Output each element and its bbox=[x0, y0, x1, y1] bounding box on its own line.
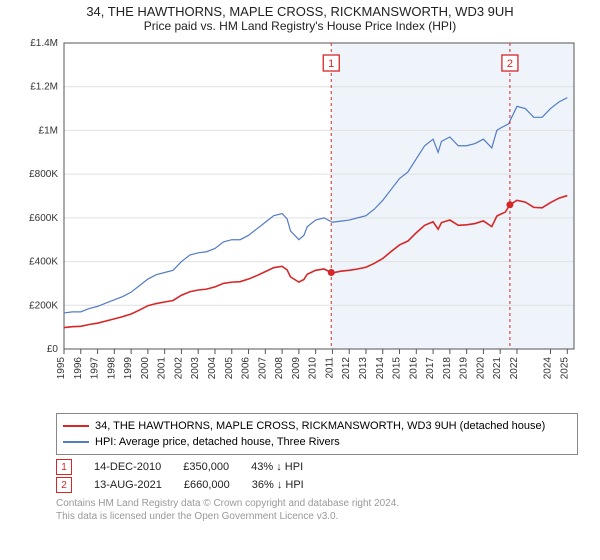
svg-text:2020: 2020 bbox=[475, 357, 486, 380]
svg-text:£1M: £1M bbox=[39, 125, 58, 136]
marker-date-2: 13-AUG-2021 bbox=[94, 479, 162, 491]
svg-text:£400K: £400K bbox=[29, 257, 58, 268]
svg-text:2009: 2009 bbox=[291, 357, 302, 380]
svg-text:2021: 2021 bbox=[492, 357, 503, 380]
svg-text:2000: 2000 bbox=[140, 357, 151, 380]
legend-label-1: 34, THE HAWTHORNS, MAPLE CROSS, RICKMANS… bbox=[95, 418, 545, 434]
svg-text:1998: 1998 bbox=[106, 357, 117, 380]
chart-subtitle: Price paid vs. HM Land Registry's House … bbox=[8, 19, 592, 33]
marker-price-2: £660,000 bbox=[184, 479, 230, 491]
svg-text:2006: 2006 bbox=[241, 357, 252, 380]
svg-text:2010: 2010 bbox=[308, 357, 319, 380]
svg-text:2004: 2004 bbox=[207, 357, 218, 380]
svg-text:2024: 2024 bbox=[543, 357, 554, 380]
svg-text:2015: 2015 bbox=[392, 357, 403, 380]
price-chart: £0 £200K £400K £600K £800K £1M £1.2M £1.4M 1995 1… bbox=[16, 37, 578, 407]
legend-item-2: HPI: Average price, detached house, Thre… bbox=[63, 434, 571, 450]
svg-text:£0: £0 bbox=[47, 344, 59, 355]
legend: 34, THE HAWTHORNS, MAPLE CROSS, RICKMANS… bbox=[56, 413, 578, 455]
svg-text:2014: 2014 bbox=[375, 357, 386, 380]
svg-text:2022: 2022 bbox=[509, 357, 520, 380]
svg-text:£1.4M: £1.4M bbox=[30, 38, 58, 49]
svg-text:2003: 2003 bbox=[190, 357, 201, 380]
marker-price-1: £350,000 bbox=[183, 461, 229, 473]
marker-delta-1: 43% ↓ HPI bbox=[251, 461, 303, 473]
svg-text:1: 1 bbox=[328, 58, 334, 70]
svg-text:2011: 2011 bbox=[324, 357, 335, 379]
svg-text:£800K: £800K bbox=[29, 169, 58, 180]
marker-row-2: 2 13-AUG-2021 £660,000 36% ↓ HPI bbox=[56, 477, 578, 493]
svg-text:2: 2 bbox=[507, 58, 513, 70]
svg-text:2025: 2025 bbox=[559, 357, 570, 380]
svg-text:2016: 2016 bbox=[408, 357, 419, 380]
legend-label-2: HPI: Average price, detached house, Thre… bbox=[95, 434, 340, 450]
svg-text:2002: 2002 bbox=[173, 357, 184, 380]
svg-text:£1.2M: £1.2M bbox=[30, 82, 58, 93]
fine-print: Contains HM Land Registry data © Crown c… bbox=[56, 497, 578, 523]
chart-title: 34, THE HAWTHORNS, MAPLE CROSS, RICKMANS… bbox=[8, 4, 592, 19]
svg-text:1995: 1995 bbox=[56, 357, 67, 380]
svg-text:1997: 1997 bbox=[90, 357, 101, 380]
svg-text:£200K: £200K bbox=[29, 300, 58, 311]
svg-text:2019: 2019 bbox=[459, 357, 470, 380]
svg-text:2008: 2008 bbox=[274, 357, 285, 380]
svg-text:2005: 2005 bbox=[224, 357, 235, 380]
svg-text:£600K: £600K bbox=[29, 213, 58, 224]
svg-text:2001: 2001 bbox=[157, 357, 168, 380]
svg-text:2007: 2007 bbox=[257, 357, 268, 380]
marker-row-1: 1 14-DEC-2010 £350,000 43% ↓ HPI bbox=[56, 459, 578, 475]
svg-text:2018: 2018 bbox=[442, 357, 453, 380]
svg-text:2017: 2017 bbox=[425, 357, 436, 380]
marker-date-1: 14-DEC-2010 bbox=[94, 461, 161, 473]
svg-text:2013: 2013 bbox=[358, 357, 369, 380]
marker-info: 1 14-DEC-2010 £350,000 43% ↓ HPI 2 13-AU… bbox=[56, 459, 578, 493]
svg-text:2012: 2012 bbox=[341, 357, 352, 380]
svg-text:1996: 1996 bbox=[73, 357, 84, 380]
svg-text:1999: 1999 bbox=[123, 357, 134, 380]
marker-delta-2: 36% ↓ HPI bbox=[252, 479, 304, 491]
legend-item-1: 34, THE HAWTHORNS, MAPLE CROSS, RICKMANS… bbox=[63, 418, 571, 434]
